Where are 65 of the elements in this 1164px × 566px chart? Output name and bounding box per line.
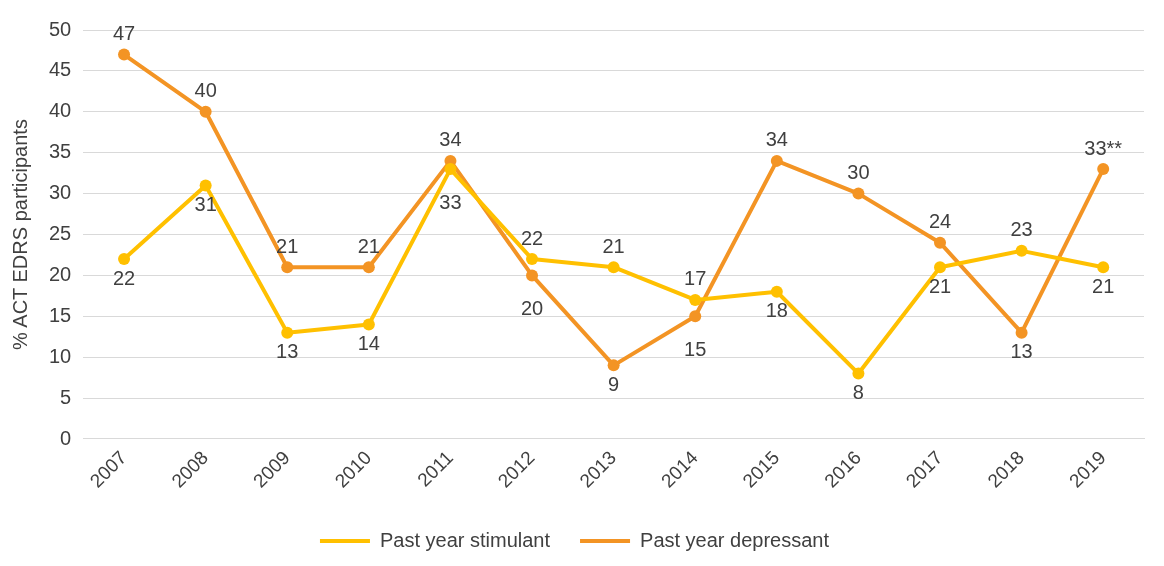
data-label: 9 xyxy=(608,372,620,395)
data-label: 22 xyxy=(520,226,544,249)
legend-label: Past year depressant xyxy=(640,528,830,551)
legend-label: Past year stimulant xyxy=(379,528,551,551)
data-label: 33** xyxy=(1084,136,1123,159)
point xyxy=(689,293,702,306)
data-label: 24 xyxy=(928,210,952,233)
y-axis-title: % ACT EDRS participants xyxy=(8,119,31,350)
point xyxy=(281,261,294,274)
data-label: 34 xyxy=(439,128,462,151)
point xyxy=(1097,261,1110,274)
data-label: 21 xyxy=(276,234,299,257)
point xyxy=(770,285,783,298)
point xyxy=(934,236,947,249)
point xyxy=(118,48,131,61)
data-label: 17 xyxy=(684,267,707,290)
y-tick-label: 5 xyxy=(60,385,72,408)
point xyxy=(281,326,294,339)
point xyxy=(607,261,620,274)
data-label: 13 xyxy=(276,340,299,363)
y-tick-label: 35 xyxy=(49,140,72,163)
point xyxy=(526,253,539,266)
data-label: 13 xyxy=(1010,340,1033,363)
point xyxy=(689,310,702,323)
point xyxy=(852,187,865,200)
point xyxy=(526,269,539,282)
data-label: 14 xyxy=(357,331,380,354)
data-label: 23 xyxy=(1010,218,1033,241)
data-label: 31 xyxy=(194,192,217,215)
point xyxy=(1015,326,1028,339)
data-label: 15 xyxy=(684,337,707,360)
point xyxy=(934,261,947,274)
point xyxy=(1015,244,1028,257)
y-tick-label: 45 xyxy=(49,58,72,81)
y-tick-label: 40 xyxy=(49,99,72,122)
y-tick-label: 20 xyxy=(49,262,72,285)
data-label: 21 xyxy=(928,274,952,297)
y-tick-label: 30 xyxy=(49,181,72,204)
point xyxy=(770,154,783,167)
point xyxy=(1097,163,1110,176)
point xyxy=(607,359,620,372)
data-label: 40 xyxy=(194,79,217,102)
y-tick-label: 0 xyxy=(60,426,72,449)
point xyxy=(199,179,212,192)
point xyxy=(199,105,212,118)
y-tick-label: 50 xyxy=(49,17,72,40)
data-label: 20 xyxy=(520,296,544,319)
data-label: 21 xyxy=(1092,274,1115,297)
point xyxy=(118,253,131,266)
data-label: 21 xyxy=(602,234,625,257)
data-label: 21 xyxy=(357,234,380,257)
y-tick-label: 25 xyxy=(49,222,72,245)
data-label: 47 xyxy=(112,22,136,45)
point xyxy=(362,261,375,274)
data-label: 30 xyxy=(847,161,870,184)
data-label: 33 xyxy=(439,190,462,213)
y-tick-label: 10 xyxy=(49,344,72,367)
point xyxy=(444,163,457,176)
data-label: 18 xyxy=(765,299,788,322)
data-label: 8 xyxy=(852,381,864,404)
data-label: 22 xyxy=(112,266,136,289)
data-label: 34 xyxy=(765,128,788,151)
point xyxy=(362,318,375,331)
point xyxy=(852,367,865,380)
y-tick-label: 15 xyxy=(49,303,72,326)
